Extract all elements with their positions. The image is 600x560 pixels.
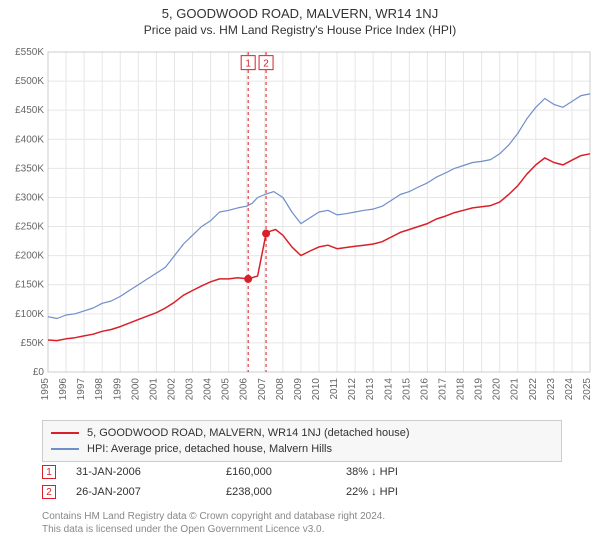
svg-text:2009: 2009 (293, 378, 304, 401)
svg-text:1995: 1995 (40, 378, 51, 401)
svg-text:2011: 2011 (329, 378, 340, 400)
svg-text:2016: 2016 (419, 378, 430, 401)
svg-text:£50K: £50K (21, 338, 45, 349)
footer: Contains HM Land Registry data © Crown c… (42, 510, 562, 536)
svg-text:2012: 2012 (347, 378, 358, 401)
svg-text:2010: 2010 (311, 378, 322, 401)
svg-text:£200K: £200K (15, 251, 44, 262)
svg-text:£0: £0 (33, 367, 45, 378)
svg-text:£250K: £250K (15, 222, 44, 233)
sale-date: 31-JAN-2006 (76, 466, 226, 478)
svg-text:1999: 1999 (112, 378, 123, 401)
svg-text:2022: 2022 (528, 378, 539, 401)
svg-text:1: 1 (245, 59, 251, 70)
svg-text:£150K: £150K (15, 280, 44, 291)
svg-text:2017: 2017 (437, 378, 448, 401)
svg-text:2002: 2002 (166, 378, 177, 401)
sales-row: 2 26-JAN-2007 £238,000 22% ↓ HPI (42, 482, 562, 502)
svg-text:2006: 2006 (239, 378, 250, 401)
sale-date: 26-JAN-2007 (76, 486, 226, 498)
sale-delta: 22% ↓ HPI (346, 486, 466, 498)
legend: 5, GOODWOOD ROAD, MALVERN, WR14 1NJ (det… (42, 420, 562, 462)
svg-text:£450K: £450K (15, 105, 44, 116)
chart-svg: £0 £50K £100K £150K £200K £250K £300K £350K £400… (0, 44, 600, 414)
chart-area: £0 £50K £100K £150K £200K £250K £300K £350K £400… (0, 44, 600, 414)
legend-row: 5, GOODWOOD ROAD, MALVERN, WR14 1NJ (det… (51, 425, 553, 441)
svg-text:2007: 2007 (257, 378, 268, 401)
sales-row: 1 31-JAN-2006 £160,000 38% ↓ HPI (42, 462, 562, 482)
sale-delta: 38% ↓ HPI (346, 466, 466, 478)
svg-text:2021: 2021 (510, 378, 521, 401)
legend-label: HPI: Average price, detached house, Malv… (87, 443, 332, 455)
footer-line: Contains HM Land Registry data © Crown c… (42, 510, 562, 523)
chart-title: 5, GOODWOOD ROAD, MALVERN, WR14 1NJ (0, 0, 600, 21)
svg-text:2: 2 (263, 59, 269, 70)
svg-text:2005: 2005 (221, 378, 232, 401)
svg-text:1997: 1997 (76, 378, 87, 401)
svg-text:1998: 1998 (94, 378, 105, 401)
svg-text:2023: 2023 (546, 378, 557, 401)
svg-text:2024: 2024 (564, 378, 575, 401)
sales-table: 1 31-JAN-2006 £160,000 38% ↓ HPI 2 26-JA… (42, 462, 562, 502)
sale-price: £238,000 (226, 486, 346, 498)
svg-text:£300K: £300K (15, 192, 44, 203)
sale-price: £160,000 (226, 466, 346, 478)
svg-text:2018: 2018 (456, 378, 467, 401)
legend-swatch (51, 448, 79, 450)
svg-text:2000: 2000 (130, 378, 141, 401)
svg-text:2008: 2008 (275, 378, 286, 401)
svg-text:£500K: £500K (15, 76, 44, 87)
svg-text:£350K: £350K (15, 163, 44, 174)
legend-swatch (51, 432, 79, 434)
footer-line: This data is licensed under the Open Gov… (42, 523, 562, 536)
svg-text:2004: 2004 (203, 378, 214, 401)
sale-marker-icon: 2 (42, 485, 56, 499)
svg-text:2003: 2003 (185, 378, 196, 401)
svg-text:2015: 2015 (401, 378, 412, 401)
svg-text:2001: 2001 (148, 378, 159, 401)
sale-marker-icon: 1 (42, 465, 56, 479)
chart-subtitle: Price paid vs. HM Land Registry's House … (0, 21, 600, 37)
svg-text:2014: 2014 (383, 378, 394, 401)
svg-text:1996: 1996 (58, 378, 69, 401)
legend-label: 5, GOODWOOD ROAD, MALVERN, WR14 1NJ (det… (87, 427, 410, 439)
svg-text:2020: 2020 (492, 378, 503, 401)
svg-text:2019: 2019 (474, 378, 485, 401)
svg-text:2013: 2013 (365, 378, 376, 401)
svg-text:2025: 2025 (582, 378, 593, 401)
svg-text:£400K: £400K (15, 134, 44, 145)
svg-text:£100K: £100K (15, 309, 44, 320)
legend-row: HPI: Average price, detached house, Malv… (51, 441, 553, 457)
svg-text:£550K: £550K (15, 47, 44, 58)
